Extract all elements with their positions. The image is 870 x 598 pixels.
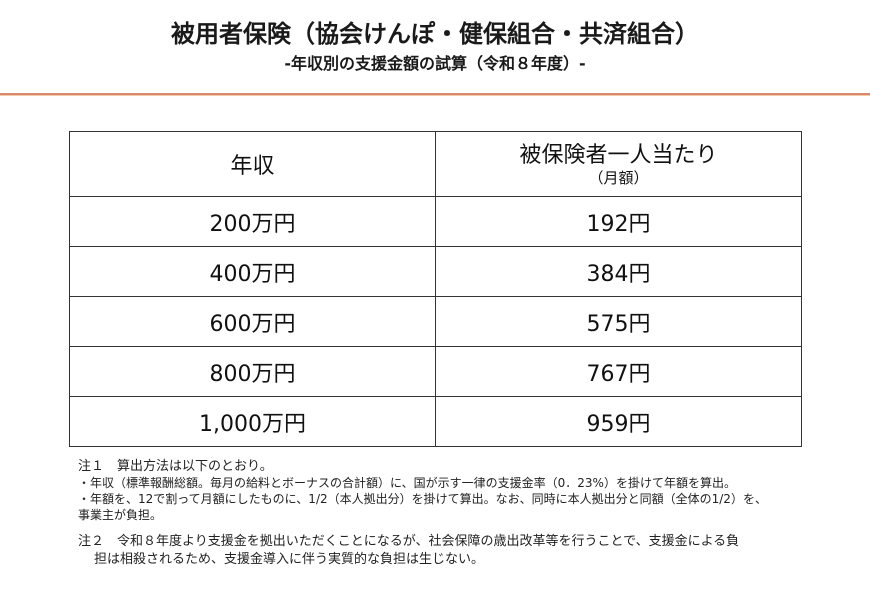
income-cell: 1,000万円 xyxy=(69,396,436,447)
page-title: 被用者保険（協会けんぽ・健保組合・共済組合） xyxy=(171,20,699,48)
column-header-income-label: 年収 xyxy=(230,154,275,179)
note2-line2: 担は相殺されるため、支援金導入に伴う実質的な負担は生じない。 xyxy=(94,552,485,567)
note1-continuation: 事業主が負担。 xyxy=(78,508,163,522)
note2-line1: 注２ 令和８年度より支援金を拠出いただくことになるが、社会保障の歳出改革等を行う… xyxy=(78,534,740,549)
column-header-income: 年収 xyxy=(69,131,436,197)
income-cell: 600万円 xyxy=(69,296,436,347)
support-amount-table: 年収 被保険者一人当たり （月額） 200万円 192円 400万円 384円 … xyxy=(69,131,802,447)
note1-bullet: ・年収（標準報酬総額。毎月の給料とボーナスの合計額）に、国が示す一律の支援金率（… xyxy=(78,476,736,490)
table-row: 800万円 767円 xyxy=(69,346,802,397)
note1-title: 注１ 算出方法は以下のとおり。 xyxy=(78,459,273,474)
table-row: 1,000万円 959円 xyxy=(69,396,802,447)
table-header-row: 年収 被保険者一人当たり （月額） xyxy=(69,131,802,197)
header-divider xyxy=(0,93,870,96)
monthly-cell: 575円 xyxy=(435,296,802,347)
income-cell: 200万円 xyxy=(69,196,436,247)
table-row: 200万円 192円 xyxy=(69,196,802,247)
notes-section: 注１ 算出方法は以下のとおり。 ・年収（標準報酬総額。毎月の給料とボーナスの合計… xyxy=(78,458,858,569)
table-row: 400万円 384円 xyxy=(69,246,802,297)
column-header-monthly: 被保険者一人当たり （月額） xyxy=(435,131,802,197)
note1-bullet: ・年額を、12で割って月額にしたものに、1/2（本人拠出分）を掛けて算出。なお、… xyxy=(78,492,767,506)
monthly-cell: 384円 xyxy=(435,246,802,297)
column-header-monthly-sublabel: （月額） xyxy=(588,169,649,187)
income-cell: 800万円 xyxy=(69,346,436,397)
monthly-cell: 959円 xyxy=(435,396,802,447)
table-row: 600万円 575円 xyxy=(69,296,802,347)
monthly-cell: 767円 xyxy=(435,346,802,397)
income-cell: 400万円 xyxy=(69,246,436,297)
page-subtitle: -年収別の支援金額の試算（令和８年度）- xyxy=(284,54,586,73)
monthly-cell: 192円 xyxy=(435,196,802,247)
column-header-monthly-label: 被保険者一人当たり xyxy=(519,143,718,168)
